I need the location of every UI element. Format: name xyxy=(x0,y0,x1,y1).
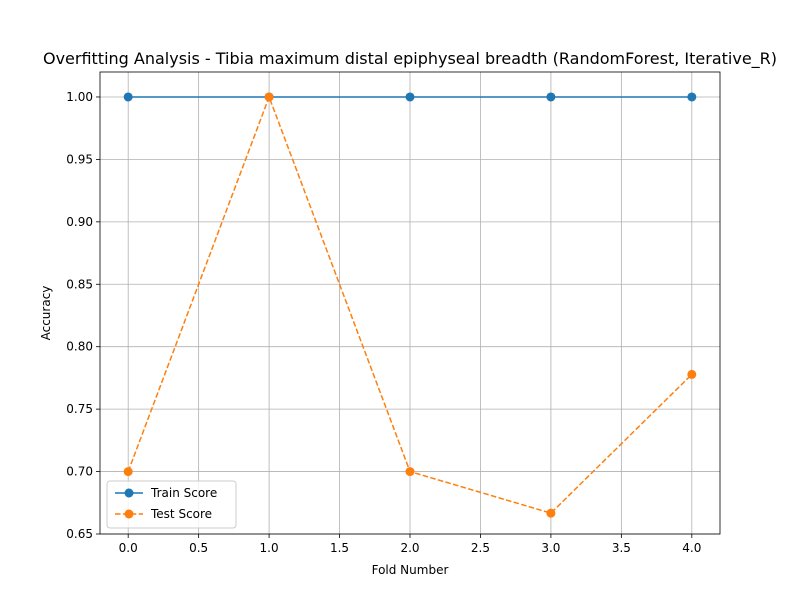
y-tick-label: 0.70 xyxy=(66,465,93,479)
x-axis-title: Fold Number xyxy=(372,563,449,577)
data-point xyxy=(264,92,274,102)
legend-label: Test Score xyxy=(150,507,212,521)
legend: Train Score Test Score xyxy=(106,480,237,529)
x-tick-label: 0.0 xyxy=(119,541,138,555)
series-test-score xyxy=(123,92,697,518)
x-tick-label: 0.5 xyxy=(189,541,208,555)
series-layer xyxy=(123,92,697,518)
x-tick-label: 1.5 xyxy=(330,541,349,555)
legend-marker xyxy=(124,488,134,498)
series-train-score xyxy=(123,92,697,102)
legend-entry: Test Score xyxy=(115,507,212,521)
data-point xyxy=(546,92,556,102)
data-point xyxy=(687,92,697,102)
legend-marker xyxy=(124,509,134,519)
x-tick-label: 2.5 xyxy=(471,541,490,555)
legend-entry: Train Score xyxy=(115,486,217,500)
data-point xyxy=(405,92,415,102)
x-tick-label: 2.0 xyxy=(400,541,419,555)
data-point xyxy=(687,369,697,379)
legend-label: Train Score xyxy=(150,486,217,500)
chart-title: Overfitting Analysis - Tibia maximum dis… xyxy=(43,49,777,69)
x-tick-label: 3.0 xyxy=(541,541,560,555)
y-tick-label: 0.90 xyxy=(66,215,93,229)
y-axis-title: Accuracy xyxy=(39,286,53,341)
x-tick-label: 4.0 xyxy=(682,541,701,555)
y-tick-label: 0.95 xyxy=(66,152,93,166)
data-point xyxy=(123,467,133,477)
data-point xyxy=(123,92,133,102)
y-tick-label: 0.80 xyxy=(66,340,93,354)
data-point xyxy=(405,467,415,477)
y-tick-label: 0.75 xyxy=(66,402,93,416)
grid-lines xyxy=(100,72,720,535)
axes: 0.0 0.5 1.0 1.5 2.0 2.5 3.0 3.5 4.0 0.65 0.70 0.75 0… xyxy=(66,71,721,555)
y-tick-label: 0.65 xyxy=(66,527,93,541)
x-tick-label: 3.5 xyxy=(612,541,631,555)
y-tick-label: 1.00 xyxy=(66,90,93,104)
plot-frame xyxy=(99,71,721,535)
y-tick-label: 0.85 xyxy=(66,277,93,291)
data-point xyxy=(546,508,556,518)
x-tick-label: 1.0 xyxy=(260,541,279,555)
